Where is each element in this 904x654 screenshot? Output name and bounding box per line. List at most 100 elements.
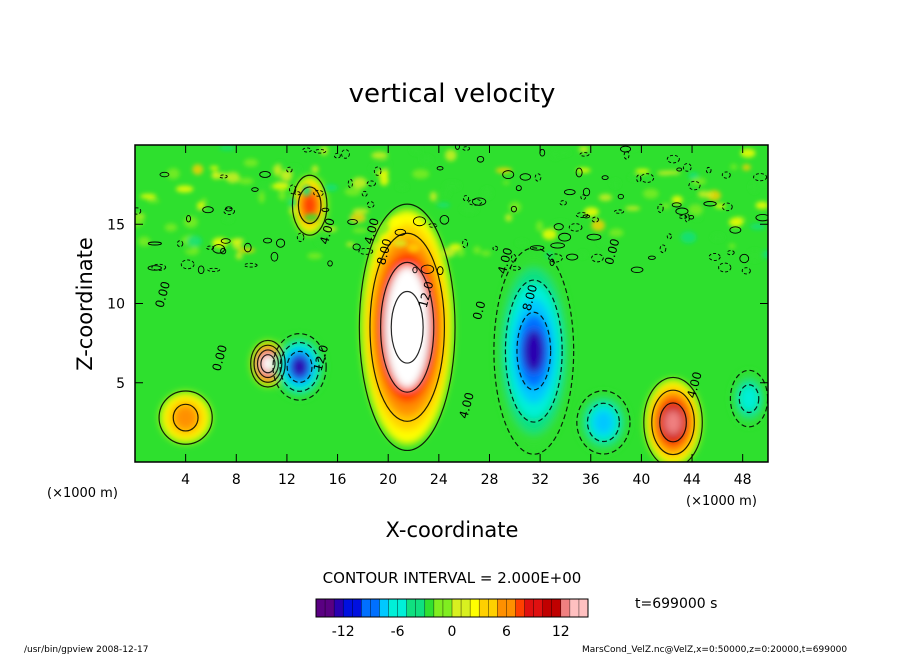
- turbulence-cell: [627, 145, 640, 150]
- turbulence-contour: [718, 262, 732, 273]
- colorbar-cell: [488, 599, 498, 617]
- turbulence-contour: [568, 223, 583, 232]
- turbulence-contour: [361, 190, 368, 197]
- turbulence-contour: [721, 171, 731, 179]
- turbulence-contour: [321, 207, 330, 212]
- turbulence-contour: [302, 147, 312, 153]
- turbulence-contour: [657, 203, 664, 213]
- turbulence-cell: [371, 243, 381, 248]
- turbulence-cell: [314, 234, 325, 244]
- turbulence-cell: [287, 165, 301, 173]
- turbulence-contour: [579, 152, 590, 157]
- contour-line: [253, 344, 283, 383]
- turbulence-cell: [456, 247, 465, 257]
- contour-label: 12.0: [311, 343, 331, 372]
- colorbar-cell: [461, 599, 471, 617]
- x-axis: 4 8 12 16 20 24 28 32 36 40 44 48: [181, 145, 752, 488]
- contour-line: [250, 339, 286, 388]
- turbulence-contour: [197, 265, 205, 275]
- colorbar-cell: [361, 599, 371, 617]
- x-tick-label: 48: [734, 472, 752, 488]
- turbulence-contour: [565, 253, 579, 261]
- turbulence-contour: [358, 247, 374, 255]
- turbulence-contour: [394, 228, 407, 236]
- contour-label: 8.00: [520, 283, 540, 312]
- turbulence-contour: [726, 250, 735, 256]
- turbulence-cell: [371, 151, 388, 160]
- colorbar-cell: [452, 599, 462, 617]
- turbulence-contour: [684, 213, 690, 223]
- colorbar-frame: [315, 598, 589, 618]
- contour-label: 4.00: [456, 391, 476, 420]
- x-tick-label: 36: [582, 472, 600, 488]
- x-unit-right: (×1000 m): [686, 494, 757, 509]
- turbulence-cell: [138, 236, 151, 247]
- turbulence-contour: [206, 245, 215, 250]
- turbulence-cell: [390, 217, 402, 226]
- turbulence-cell: [369, 163, 386, 173]
- colorbar-cell: [497, 599, 507, 617]
- turbulence-contour: [420, 264, 435, 274]
- contour-line: [172, 403, 199, 432]
- turbulence-cell: [352, 227, 368, 233]
- turbulence-contour: [688, 215, 695, 220]
- turbulence-cell: [396, 184, 408, 190]
- colorbar-cell: [397, 599, 408, 617]
- x-tick-label: 28: [481, 472, 499, 488]
- turbulence-cell: [473, 246, 481, 255]
- turbulence-contour: [259, 170, 271, 178]
- colorbar-cell: [379, 599, 390, 617]
- turbulence-cell: [211, 172, 229, 179]
- turbulence-cell: [235, 252, 243, 260]
- turbulence-contour: [159, 171, 170, 178]
- turbulence-cell: [460, 204, 478, 214]
- turbulence-contour: [202, 206, 214, 214]
- x-tick-label: 32: [531, 472, 549, 488]
- turbulence-contour: [225, 206, 233, 212]
- turbulence-cell: [182, 246, 193, 251]
- colorbar-cell: [433, 599, 444, 617]
- turbulence-cell: [407, 242, 421, 253]
- turbulence-contour: [676, 167, 683, 172]
- contour-line: [260, 354, 276, 374]
- turbulence-contour: [219, 174, 228, 179]
- x-unit-left: (×1000 m): [47, 486, 118, 501]
- turbulence-cell: [555, 150, 571, 155]
- time-label: t=699000 s: [635, 596, 717, 612]
- colorbar-cell: [334, 599, 344, 617]
- turbulence-cell: [209, 165, 219, 171]
- turbulence-contour: [559, 200, 567, 206]
- turbulence-cell: [515, 240, 528, 246]
- turbulence-cell: [271, 182, 290, 190]
- turbulence-cell: [175, 185, 194, 193]
- turbulence-contour: [185, 215, 192, 223]
- turbulence-contour: [529, 245, 545, 251]
- turbulence-contour: [251, 187, 259, 192]
- turbulence-contour: [614, 209, 625, 214]
- turbulence-cell: [680, 231, 697, 244]
- turbulence-cell: [379, 174, 389, 186]
- contour-line: [358, 203, 456, 452]
- turbulence-contour: [294, 191, 301, 196]
- turbulence-contour: [289, 184, 297, 195]
- turbulence-contour: [647, 255, 656, 260]
- turbulence-contour: [739, 253, 750, 264]
- turbulence-contour: [659, 244, 667, 254]
- turbulence-contour: [476, 155, 485, 163]
- turbulence-contour: [243, 262, 258, 268]
- turbulence-contour: [270, 251, 279, 262]
- turbulence-cell: [440, 247, 456, 258]
- turbulence-cell: [755, 201, 768, 210]
- turbulence-cell: [642, 188, 659, 199]
- turbulence-contour: [207, 267, 221, 272]
- y-tick-label: 10: [107, 297, 125, 313]
- colorbar-cell: [479, 599, 489, 617]
- turbulence-cell: [273, 164, 282, 175]
- colorbar-cell: [551, 599, 562, 617]
- contour-line: [659, 402, 687, 443]
- colorbar-cell: [316, 599, 326, 617]
- turbulence-contour: [147, 241, 162, 246]
- turbulence-cell: [238, 177, 254, 185]
- colorbar-cell: [542, 599, 553, 617]
- turbulence-contour: [580, 194, 586, 200]
